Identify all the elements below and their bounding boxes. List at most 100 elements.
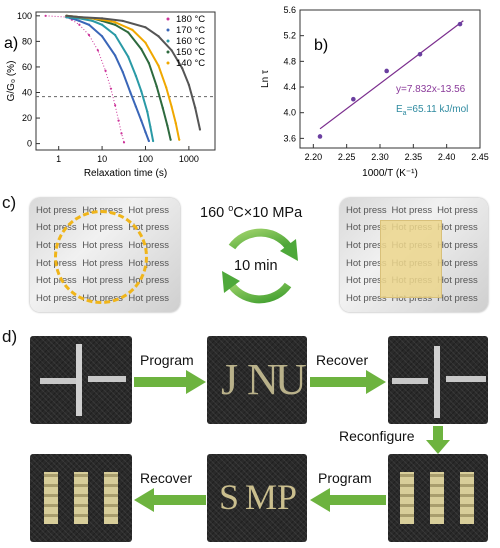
metal-strip (88, 376, 126, 382)
legend-marker (166, 50, 170, 54)
data-point (114, 23, 117, 26)
data-point (78, 19, 81, 23)
data-point (194, 106, 197, 109)
x-tick-label: 1000 (179, 154, 199, 164)
data-point (100, 17, 104, 20)
data-point (87, 33, 91, 37)
cycle-arrows-icon (222, 228, 298, 304)
hot-press-text: Hot press (36, 204, 77, 216)
panel-a-label: a) (4, 35, 18, 52)
photo-strip-recovered (388, 336, 488, 424)
x-tick-label: 2.30 (371, 152, 389, 162)
hot-press-text: Hot press (36, 292, 77, 304)
hot-press-text: Hot press (346, 204, 387, 216)
data-point (109, 87, 113, 90)
y-tick-label: 80 (22, 36, 32, 46)
data-point (457, 21, 463, 27)
data-point (144, 41, 147, 44)
panel-d-label: d) (2, 327, 18, 346)
series-line (66, 14, 181, 141)
hot-press-text: Hot press (437, 257, 478, 269)
hot-press-text: Hot press (437, 275, 478, 287)
hot-press-sample-before: Hot press Hot press Hot press Hot press Hot … (30, 198, 180, 312)
hot-press-text: Hot press (437, 222, 478, 234)
x-axis-title: 1000/T (K⁻¹) (362, 168, 418, 179)
data-point (114, 21, 117, 24)
y-tick-label: 4.8 (283, 56, 296, 66)
program-label: Program (140, 352, 194, 368)
x-axis-title: Relaxation time (s) (84, 168, 167, 179)
y-tick-label: 0 (27, 139, 32, 149)
y-tick-label: 20 (22, 113, 32, 123)
data-point (65, 14, 68, 17)
y-tick-label: 5.2 (283, 31, 296, 41)
arrow-left-icon (134, 488, 206, 512)
photo-letter: U (275, 355, 307, 404)
photo-coils-recovered (30, 454, 132, 542)
data-point (161, 106, 164, 109)
data-point (140, 47, 143, 51)
data-point (181, 67, 184, 70)
legend-marker (166, 17, 170, 21)
data-point (166, 124, 169, 127)
pressed-film (380, 220, 442, 298)
legend-entry: 160 °C (176, 36, 205, 47)
arrow-left-icon (310, 488, 386, 512)
degree-sup: o (228, 203, 234, 213)
process-condition: 160 oC×10 MPa (200, 203, 302, 221)
panel-b-label: b) (314, 37, 328, 54)
coiled-strip (430, 472, 444, 524)
data-point (384, 68, 389, 74)
series-line (66, 16, 155, 142)
data-point (117, 119, 120, 122)
data-point (140, 119, 143, 122)
data-point (147, 139, 151, 143)
photo-letter: J (221, 355, 239, 404)
condition-temp: 160 (200, 204, 229, 221)
data-point (417, 51, 423, 57)
data-point (121, 19, 124, 23)
data-point (169, 138, 172, 141)
y-tick-label: 40 (22, 88, 32, 98)
data-point (134, 105, 137, 108)
data-point (114, 104, 117, 107)
data-point (144, 131, 147, 134)
recover-label-2: Recover (140, 470, 193, 486)
photo-letter: P (277, 477, 298, 517)
data-point (114, 54, 117, 57)
hot-press-text: Hot press (128, 240, 170, 252)
fit-line (319, 20, 464, 130)
hot-press-text: Hot press (128, 292, 170, 304)
series-line (45, 15, 125, 143)
reconfigure-label: Reconfigure (339, 428, 415, 444)
data-point (147, 62, 151, 65)
y-tick-label: 3.6 (283, 133, 296, 143)
legend-entry: 170 °C (176, 25, 205, 36)
y-axis-title: Ln τ (260, 70, 271, 88)
cycle-time: 10 min (234, 258, 278, 274)
photo-letter: M (245, 477, 278, 517)
data-point (140, 90, 143, 93)
hot-press-text: Hot press (128, 222, 170, 234)
program-label-2: Program (318, 470, 372, 486)
hot-press-text: Hot press (437, 204, 478, 216)
data-point (178, 138, 181, 141)
data-point (78, 23, 81, 26)
photo-letter: S (219, 477, 240, 517)
condition-pressure: C×10 MPa (233, 204, 303, 221)
y-tick-label: 5.6 (283, 5, 296, 15)
data-point (44, 14, 47, 17)
data-point (78, 16, 81, 19)
y-tick-label: 4.0 (283, 108, 296, 118)
data-point (144, 26, 147, 29)
data-point (152, 139, 155, 143)
hot-press-text: Hot press (437, 240, 478, 252)
data-point (317, 134, 323, 139)
hot-press-text: Hot press (437, 292, 478, 304)
data-point (87, 23, 91, 26)
data-point (122, 141, 126, 144)
plot-frame (299, 9, 481, 149)
data-point (157, 64, 160, 67)
metal-strip (76, 344, 82, 416)
sample-outline-circle (54, 210, 148, 304)
